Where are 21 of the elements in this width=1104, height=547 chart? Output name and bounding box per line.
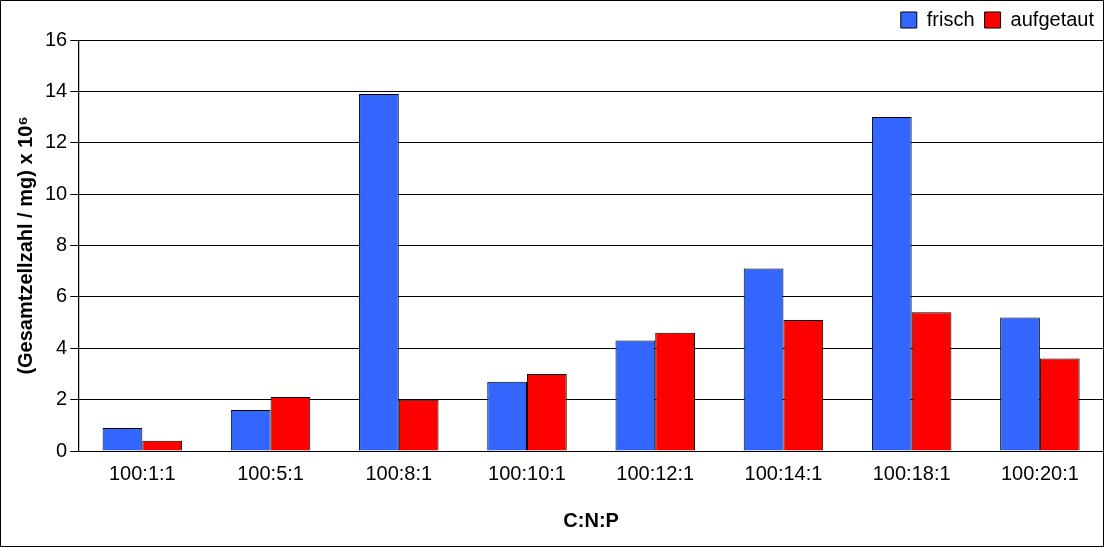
legend-label: aufgetaut: [1010, 7, 1095, 30]
y-tick-label: 2: [56, 387, 68, 410]
y-tick-label: 12: [45, 130, 68, 153]
y-tick-label: 10: [45, 181, 68, 204]
y-tick-label: 4: [56, 335, 68, 358]
x-tick-label: 100:14:1: [744, 461, 823, 484]
y-tick-label: 14: [45, 78, 68, 101]
x-tick-label: 100:18:1: [872, 461, 951, 484]
legend-label: frisch: [926, 7, 975, 30]
y-axis-title: (Gesamtzellzahl / mg) x 10⁶: [13, 116, 36, 375]
x-tick-label: 100:10:1: [488, 461, 566, 484]
x-tick-label: 100:8:1: [365, 461, 433, 484]
y-tick-label: 6: [56, 284, 68, 307]
x-tick-label: 100:12:1: [616, 461, 695, 484]
y-tick-label: 8: [56, 233, 68, 256]
x-tick-label: 100:5:1: [237, 461, 304, 484]
y-tick-label: 16: [45, 27, 68, 50]
x-tick-label: 100:1:1: [108, 461, 176, 484]
y-tick-label: 0: [56, 438, 68, 461]
x-axis-title: C:N:P: [563, 508, 619, 531]
x-tick-label: 100:20:1: [1000, 461, 1079, 484]
